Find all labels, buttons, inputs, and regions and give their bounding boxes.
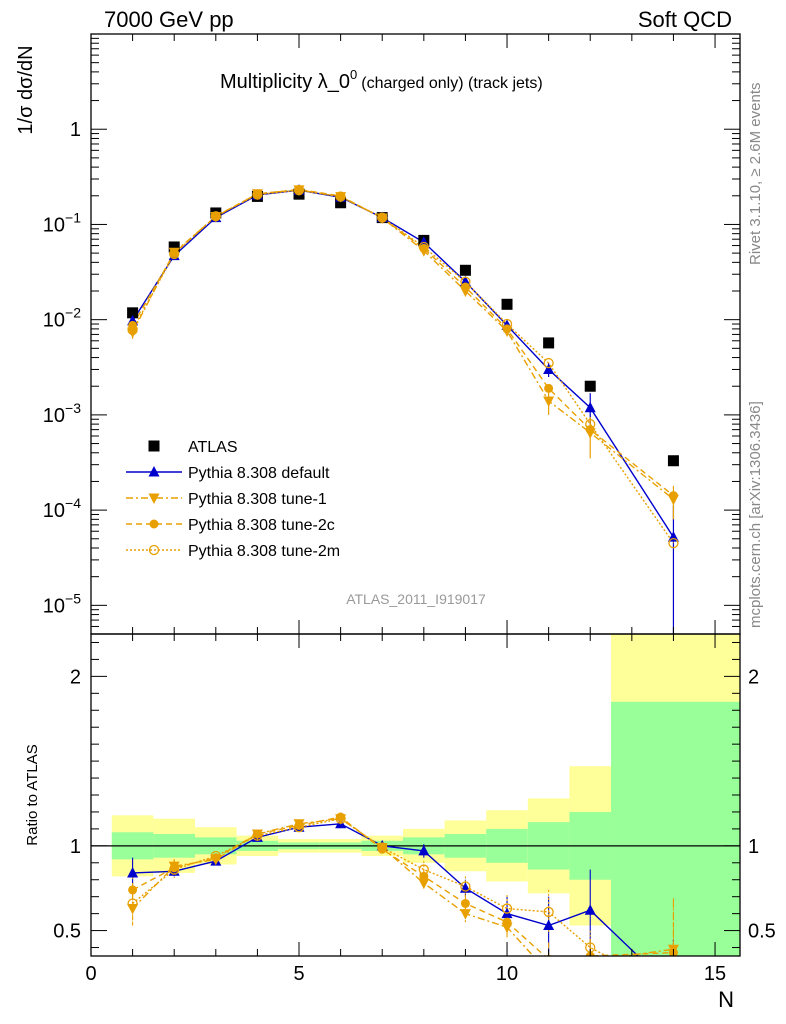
legend-label: Pythia 8.308 default — [188, 465, 330, 482]
y-axis-label: 1/σ dσ/dN — [15, 45, 37, 134]
ratio-point — [543, 968, 554, 979]
ratio-y-tick-label: 1 — [70, 836, 81, 858]
legend-marker — [149, 519, 159, 529]
ratio-point — [252, 830, 263, 841]
ratio-y-tick-label: 2 — [70, 666, 81, 688]
main-plot-area — [127, 184, 679, 634]
legend: ATLAS Pythia 8.308 default Pythia 8.308 tu… — [126, 439, 340, 560]
legend-label: ATLAS — [188, 439, 238, 456]
ratio-point — [585, 957, 596, 968]
data-point — [501, 318, 513, 330]
y-tick-label: 10−3 — [43, 400, 81, 427]
ratio-point — [210, 850, 221, 862]
data-point — [543, 396, 555, 407]
legend-label: Pythia 8.308 tune-1 — [188, 491, 327, 508]
data-point — [335, 191, 346, 202]
legend-marker — [148, 466, 160, 477]
data-point — [668, 491, 678, 501]
ratio-point — [668, 984, 679, 995]
data-point — [169, 248, 180, 260]
ratio-point — [127, 898, 138, 909]
data-point — [543, 363, 555, 374]
data-point — [501, 298, 513, 310]
ratio-point — [335, 813, 346, 824]
data-point — [544, 383, 554, 393]
data-point — [127, 327, 139, 339]
data-point — [418, 236, 430, 247]
ratio-y-tick-label-right: 2 — [748, 666, 759, 688]
ratio-y-axis-label: Ratio to ATLAS — [24, 744, 41, 845]
data-point — [667, 455, 679, 467]
x-tick-label: 0 — [85, 963, 96, 985]
data-point — [252, 189, 263, 200]
ratio-point — [543, 906, 554, 918]
header-right-label: Soft QCD — [637, 7, 732, 32]
data-point — [584, 380, 596, 392]
data-point — [252, 189, 262, 199]
legend-marker — [148, 440, 160, 452]
data-point — [211, 211, 221, 221]
data-point — [459, 264, 471, 276]
data-point — [335, 197, 347, 209]
ratio-point — [293, 822, 305, 833]
x-tick-label: 5 — [293, 963, 304, 985]
data-point — [293, 185, 305, 196]
data-point — [210, 211, 221, 222]
analysis-watermark: ATLAS_2011_I919017 — [346, 591, 486, 607]
data-point — [168, 241, 180, 253]
legend-label: Pythia 8.308 tune-2c — [188, 517, 335, 534]
legend-marker — [148, 493, 160, 504]
data-point — [543, 337, 555, 349]
data-point — [169, 248, 179, 258]
ratio-y-tick-label: 0.5 — [53, 921, 81, 943]
ratio-point — [169, 864, 180, 875]
ratio-point — [377, 842, 388, 853]
y-tick-label: 10−4 — [43, 495, 81, 522]
ratio-point — [418, 878, 430, 890]
x-tick-label: 15 — [704, 963, 726, 985]
ratio-point — [459, 909, 471, 920]
data-point — [377, 212, 388, 223]
data-point — [585, 418, 596, 430]
data-point — [127, 324, 138, 336]
data-point — [336, 191, 346, 201]
legend-label: Pythia 8.308 tune-2m — [188, 543, 340, 560]
ratio-point — [543, 919, 555, 930]
plot-title: Multiplicity λ_00(charged only) (track j… — [220, 67, 543, 93]
data-point — [668, 537, 679, 549]
y-tick-label: 10−5 — [43, 590, 81, 617]
x-axis-label: N — [718, 987, 734, 1012]
data-point — [460, 282, 470, 292]
ratio-point — [128, 885, 138, 895]
ratio-point — [460, 881, 471, 892]
y-tick-label: 10−2 — [43, 305, 81, 332]
ratio-point — [127, 866, 139, 878]
data-point — [377, 213, 387, 223]
x-tick-label: 10 — [496, 963, 518, 985]
ratio-y-tick-label-right: 1 — [748, 836, 759, 858]
data-point — [418, 241, 429, 253]
ratio-point — [418, 864, 429, 875]
data-point — [584, 401, 596, 413]
ratio-point — [584, 904, 596, 915]
ratio-y-tick-label-right: 0.5 — [748, 921, 776, 943]
data-point — [127, 307, 139, 319]
uncertainty-bands — [111, 634, 740, 956]
y-tick-label: 10−1 — [43, 209, 81, 236]
ratio-point — [501, 903, 513, 914]
y-tick-label: 1 — [70, 119, 81, 141]
legend-marker — [148, 544, 160, 556]
data-point — [585, 425, 595, 435]
ratio-point — [460, 898, 470, 908]
ratio-point — [418, 844, 430, 856]
series-line-default — [132, 189, 675, 538]
ratio-point — [669, 987, 678, 996]
band-inner — [611, 701, 740, 956]
data-point — [460, 276, 471, 287]
data-point — [294, 184, 304, 194]
data-point — [543, 357, 554, 369]
ratio-point — [502, 917, 512, 927]
header-left-label: 7000 GeV pp — [104, 7, 234, 32]
